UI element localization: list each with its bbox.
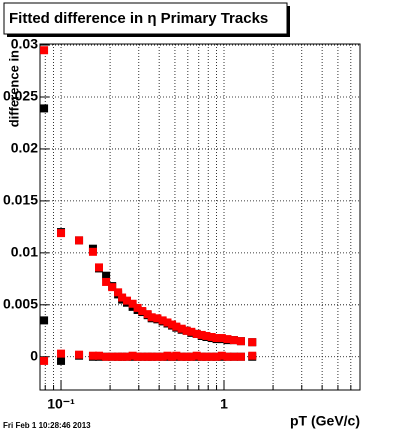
marker xyxy=(108,352,117,361)
marker xyxy=(217,334,226,343)
marker xyxy=(123,296,132,305)
marker xyxy=(147,352,156,361)
marker xyxy=(108,283,117,292)
frame xyxy=(39,43,361,391)
marker xyxy=(153,314,162,323)
marker xyxy=(168,352,177,361)
marker xyxy=(197,352,206,361)
marker xyxy=(177,352,186,361)
marker xyxy=(177,324,186,333)
marker xyxy=(172,351,181,360)
y-axis-label: difference in xyxy=(6,50,21,127)
marker xyxy=(114,288,123,297)
marker xyxy=(75,236,84,245)
marker xyxy=(57,349,66,358)
marker xyxy=(197,330,206,339)
marker xyxy=(138,307,147,316)
marker xyxy=(248,338,257,347)
marker xyxy=(128,351,137,360)
marker xyxy=(158,352,167,361)
marker xyxy=(102,271,111,280)
marker xyxy=(223,335,232,344)
y-tick-label: 0.02 xyxy=(11,140,38,156)
marker xyxy=(143,352,152,361)
marker xyxy=(88,351,97,360)
marker xyxy=(147,313,156,322)
marker xyxy=(207,352,216,361)
marker xyxy=(94,351,103,360)
marker xyxy=(172,322,181,331)
marker xyxy=(207,333,216,342)
marker xyxy=(40,316,49,325)
marker xyxy=(153,352,162,361)
marker xyxy=(57,356,66,365)
marker xyxy=(202,331,211,340)
y-tick-label: 0.005 xyxy=(3,296,38,312)
marker xyxy=(168,320,177,329)
marker xyxy=(40,46,49,55)
y-tick-label: 0.01 xyxy=(11,244,38,260)
marker xyxy=(57,229,66,238)
y-tick-label: 0.015 xyxy=(3,192,38,208)
chart-title: Fitted difference in η Primary Tracks xyxy=(9,10,268,27)
marker xyxy=(248,351,257,360)
marker xyxy=(229,352,238,361)
marker xyxy=(236,352,245,361)
y-tick-label: 0.03 xyxy=(11,36,38,52)
marker xyxy=(182,352,191,361)
marker xyxy=(182,326,191,335)
marker xyxy=(102,352,111,361)
marker xyxy=(229,336,238,345)
marker xyxy=(88,247,97,256)
footer: Fri Feb 1 10:28:46 2013 xyxy=(3,421,91,430)
marker xyxy=(202,352,211,361)
marker xyxy=(40,104,49,113)
marker xyxy=(163,351,172,360)
x-axis-label: pT (GeV/c) xyxy=(290,413,360,429)
marker xyxy=(187,352,196,361)
marker xyxy=(236,337,245,346)
marker xyxy=(212,334,221,343)
marker xyxy=(94,263,103,272)
marker xyxy=(212,352,221,361)
x-tick-label: 10⁻¹ xyxy=(47,396,75,412)
marker xyxy=(75,350,84,359)
marker xyxy=(138,352,147,361)
marker xyxy=(40,356,49,365)
marker xyxy=(123,352,132,361)
marker xyxy=(223,352,232,361)
x-tick-label: 1 xyxy=(220,396,228,412)
y-tick-label: 0 xyxy=(30,347,38,363)
marker xyxy=(163,318,172,327)
marker xyxy=(187,327,196,336)
marker xyxy=(158,316,167,325)
marker xyxy=(118,352,127,361)
marker xyxy=(102,277,111,286)
marker xyxy=(133,303,142,312)
title-box xyxy=(3,2,288,35)
marker xyxy=(133,352,142,361)
marker xyxy=(217,351,226,360)
marker xyxy=(143,310,152,319)
y-tick-label: 0.025 xyxy=(3,88,38,104)
marker xyxy=(192,351,201,360)
marker xyxy=(118,293,127,302)
marker xyxy=(192,329,201,338)
marker xyxy=(128,299,137,308)
